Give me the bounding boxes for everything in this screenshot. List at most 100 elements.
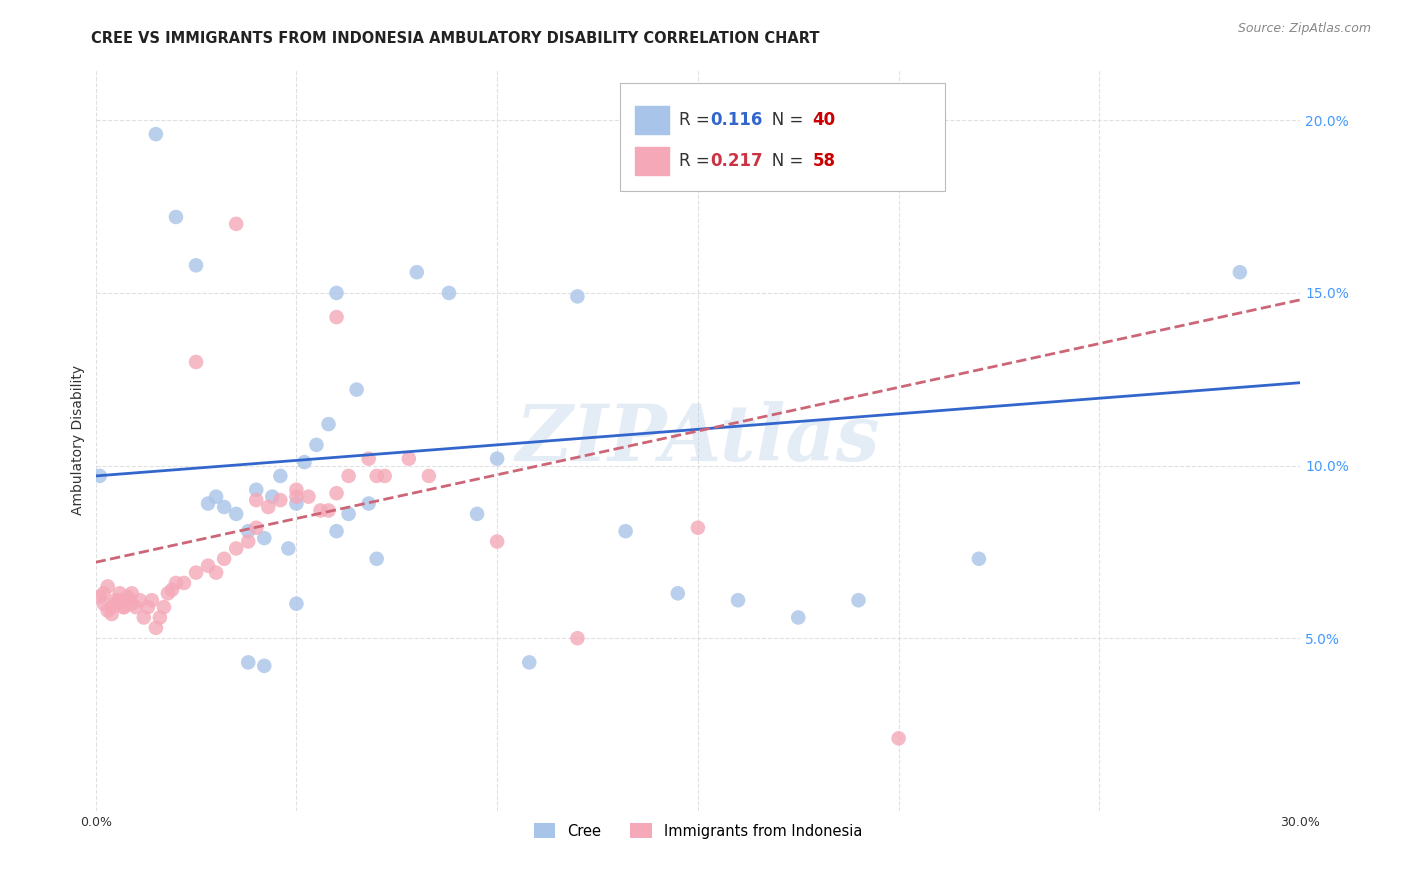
Point — [346, 383, 368, 397]
Point — [173, 576, 195, 591]
Point — [285, 597, 308, 611]
Point — [225, 217, 247, 231]
Point — [165, 576, 187, 591]
Point — [245, 493, 267, 508]
Point — [887, 731, 910, 746]
Point — [136, 600, 159, 615]
Point — [149, 610, 172, 624]
Point — [93, 586, 115, 600]
Point — [285, 497, 308, 511]
Point — [245, 521, 267, 535]
Point — [614, 524, 637, 538]
Point — [153, 600, 176, 615]
Point — [184, 566, 207, 580]
Point — [97, 579, 120, 593]
Point — [262, 490, 284, 504]
Point — [486, 451, 509, 466]
Point — [104, 597, 127, 611]
Point — [374, 469, 396, 483]
Point — [104, 593, 127, 607]
Point — [297, 490, 319, 504]
Point — [305, 438, 328, 452]
Point — [225, 507, 247, 521]
Point — [398, 451, 420, 466]
Point — [197, 558, 219, 573]
Point — [205, 566, 228, 580]
Point — [156, 586, 179, 600]
Point — [787, 610, 810, 624]
Legend: Cree, Immigrants from Indonesia: Cree, Immigrants from Indonesia — [527, 817, 868, 845]
Point — [325, 524, 347, 538]
Point — [238, 534, 260, 549]
Point — [225, 541, 247, 556]
Point — [437, 285, 460, 300]
Point — [238, 524, 260, 538]
Point — [93, 597, 115, 611]
Text: R =: R = — [679, 153, 714, 170]
Text: 0.217: 0.217 — [710, 153, 762, 170]
Point — [132, 610, 155, 624]
Point — [517, 656, 540, 670]
Text: R =: R = — [679, 111, 714, 128]
Bar — [636, 147, 669, 176]
Point — [112, 600, 135, 615]
Point — [160, 582, 183, 597]
Point — [100, 607, 122, 621]
Point — [285, 483, 308, 497]
Point — [125, 600, 148, 615]
Point — [967, 551, 990, 566]
Point — [405, 265, 427, 279]
Point — [337, 469, 360, 483]
Text: ZIPAtlas: ZIPAtlas — [516, 401, 880, 478]
Point — [245, 483, 267, 497]
Text: 58: 58 — [813, 153, 835, 170]
Point — [128, 593, 150, 607]
Point — [97, 604, 120, 618]
Point — [285, 490, 308, 504]
Point — [567, 631, 589, 645]
Point — [366, 551, 388, 566]
Point — [567, 289, 589, 303]
Point — [197, 497, 219, 511]
Point — [108, 593, 131, 607]
Point — [253, 531, 276, 545]
Point — [325, 486, 347, 500]
Point — [100, 600, 122, 615]
Point — [727, 593, 749, 607]
Point — [686, 521, 709, 535]
Point — [145, 621, 167, 635]
Point — [294, 455, 316, 469]
Point — [121, 597, 143, 611]
Point — [325, 310, 347, 325]
FancyBboxPatch shape — [620, 83, 945, 191]
Point — [357, 451, 380, 466]
Point — [145, 127, 167, 141]
Point — [165, 210, 187, 224]
Point — [184, 355, 207, 369]
Point — [357, 497, 380, 511]
Point — [277, 541, 299, 556]
Point — [666, 586, 689, 600]
Point — [205, 490, 228, 504]
Point — [108, 586, 131, 600]
Point — [848, 593, 870, 607]
Point — [325, 285, 347, 300]
Y-axis label: Ambulatory Disability: Ambulatory Disability — [72, 365, 86, 515]
Point — [89, 469, 111, 483]
Point — [117, 593, 139, 607]
Point — [269, 469, 291, 483]
Point — [212, 551, 235, 566]
Point — [89, 590, 111, 604]
Point — [141, 593, 163, 607]
Point — [318, 417, 340, 431]
Point — [418, 469, 440, 483]
Point — [486, 534, 509, 549]
Bar — [636, 105, 669, 134]
Text: N =: N = — [755, 111, 808, 128]
Point — [465, 507, 488, 521]
Point — [269, 493, 291, 508]
Text: N =: N = — [755, 153, 808, 170]
Text: CREE VS IMMIGRANTS FROM INDONESIA AMBULATORY DISABILITY CORRELATION CHART: CREE VS IMMIGRANTS FROM INDONESIA AMBULA… — [91, 31, 820, 46]
Point — [212, 500, 235, 514]
Point — [309, 503, 332, 517]
